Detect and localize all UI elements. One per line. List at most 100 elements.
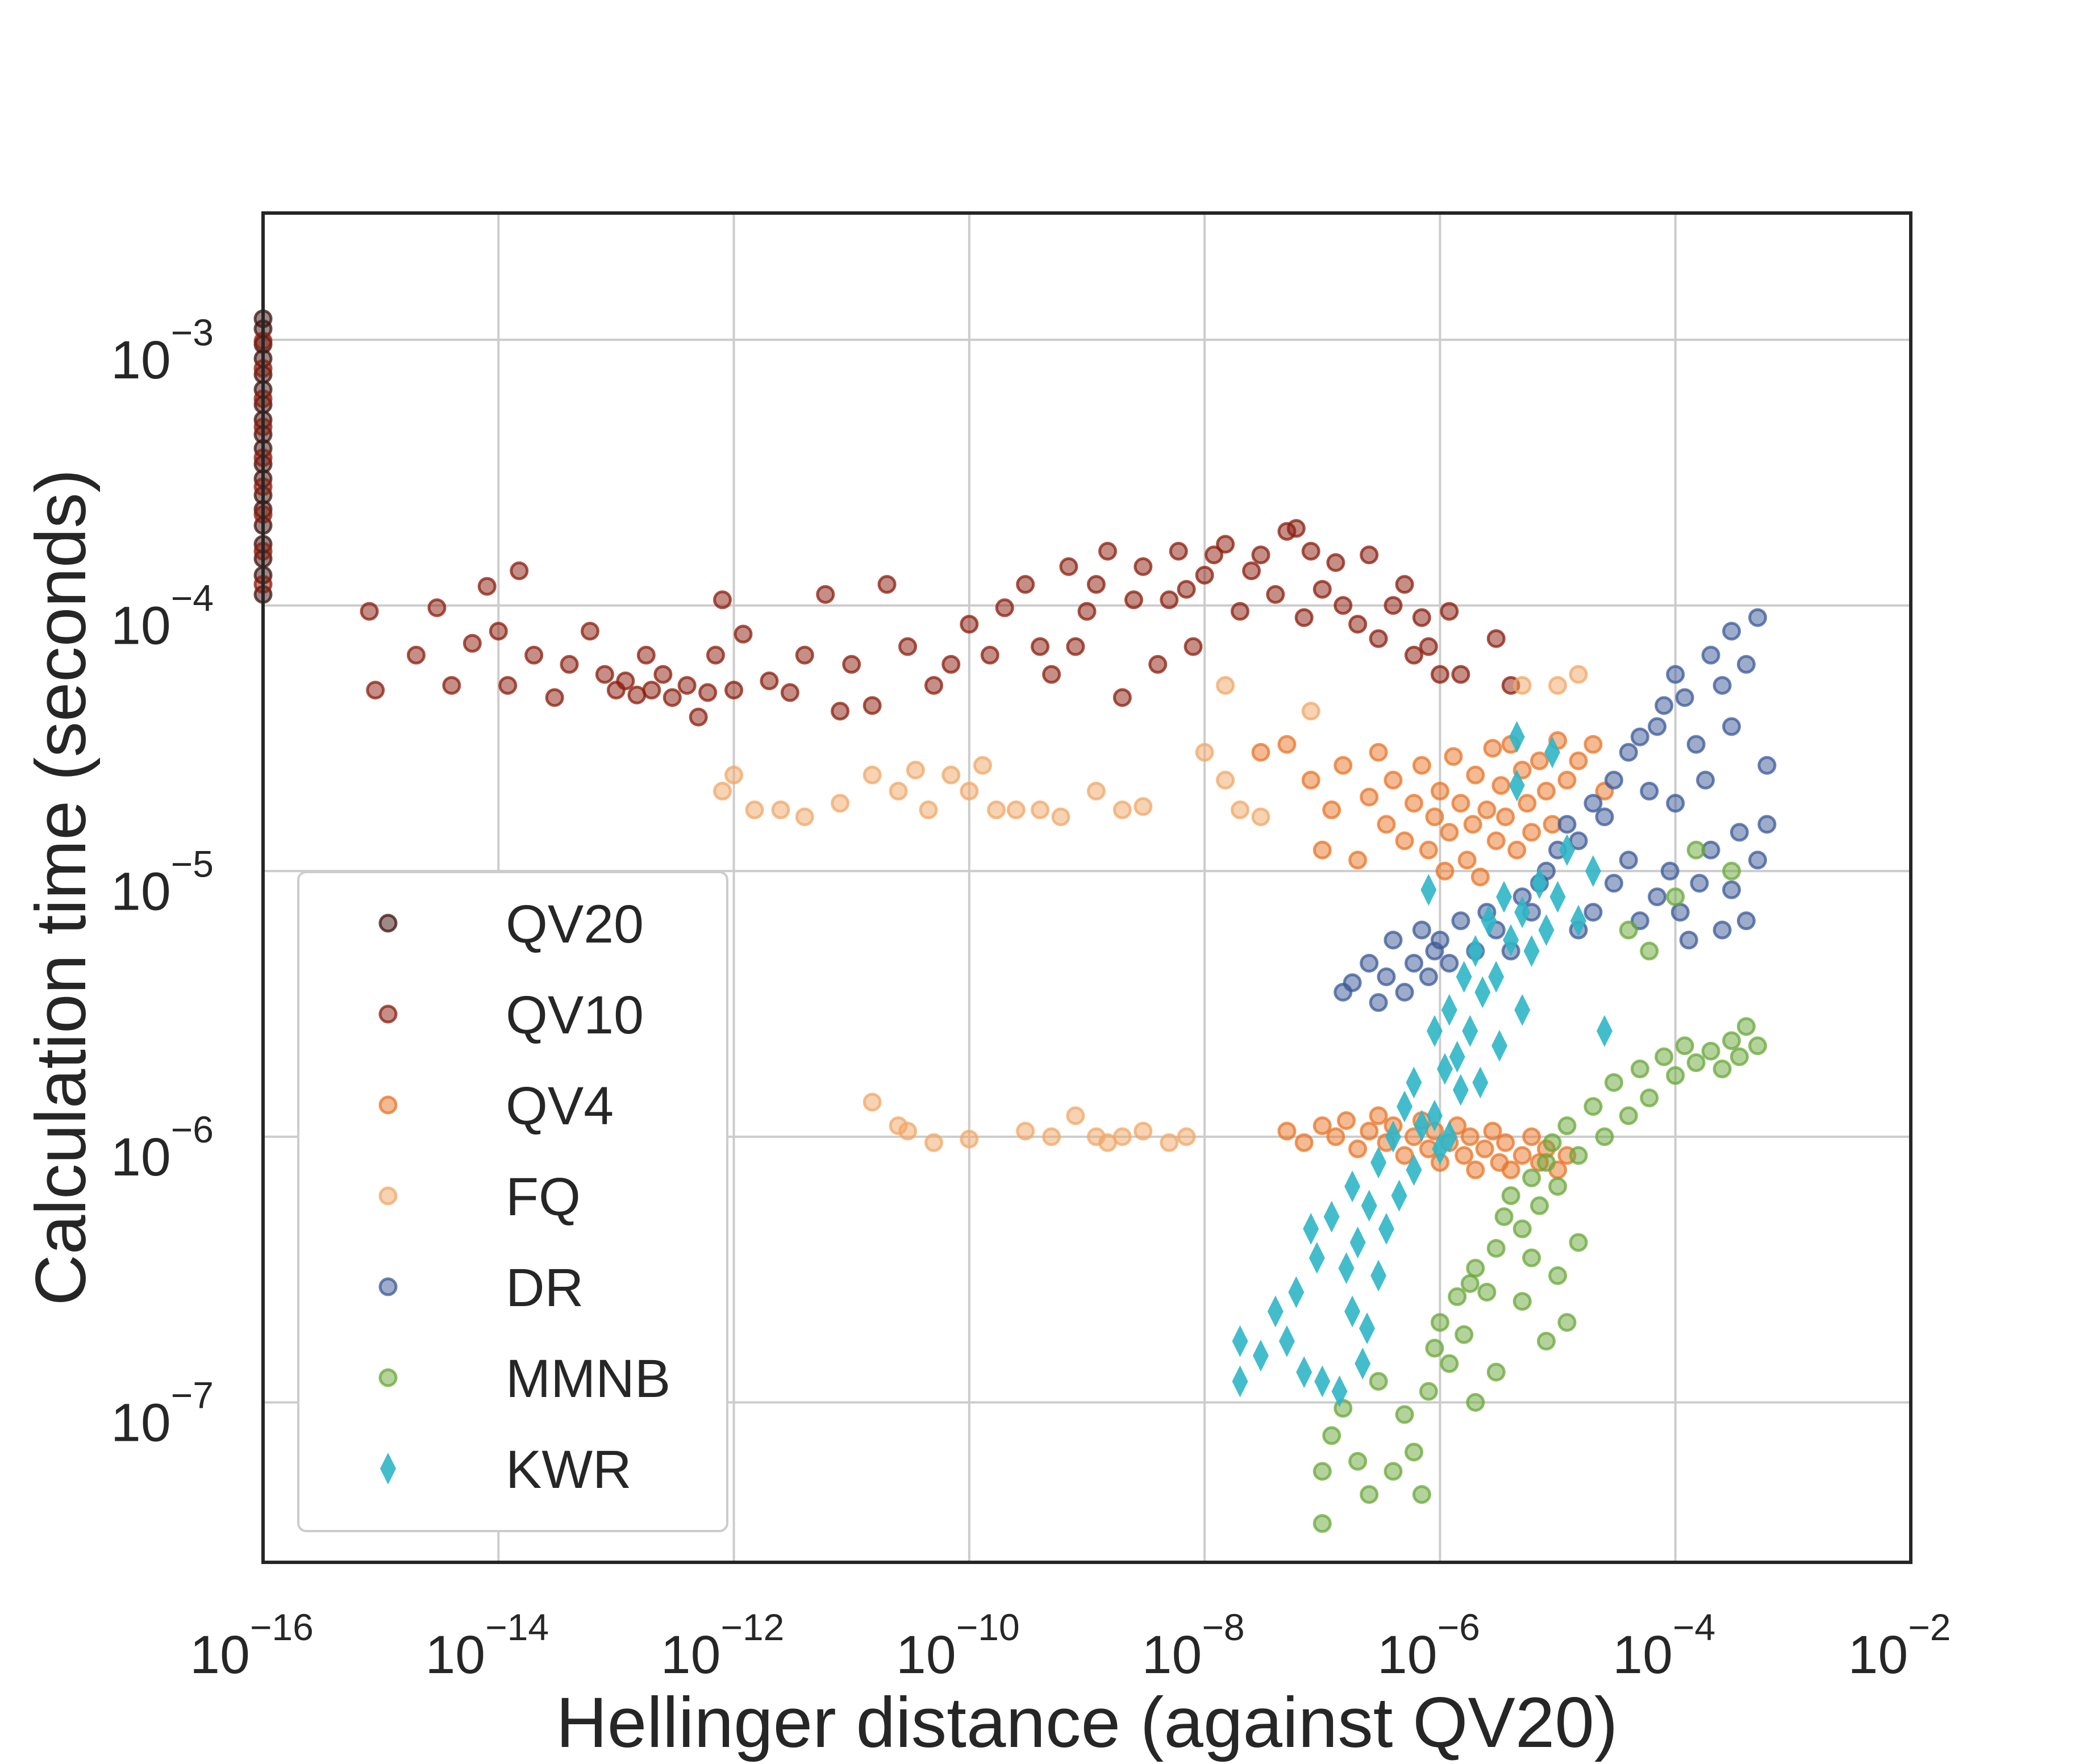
data-point — [1251, 743, 1270, 762]
data-point — [995, 598, 1014, 618]
legend-item-kwr: KWR — [380, 1440, 632, 1500]
data-point — [745, 800, 764, 820]
data-point — [960, 615, 979, 634]
y-axis-title: Calculation time (seconds) — [22, 469, 101, 1306]
data-point — [1441, 1120, 1457, 1153]
data-point — [1557, 1313, 1577, 1332]
data-point — [1440, 602, 1459, 621]
x-axis-title: Hellinger distance (against QV20) — [556, 1683, 1618, 1762]
data-point — [1491, 1029, 1508, 1062]
data-point — [1195, 743, 1214, 762]
data-point — [1348, 615, 1368, 634]
data-point — [1736, 1017, 1756, 1036]
data-point — [1569, 751, 1588, 770]
data-point — [1059, 557, 1078, 576]
data-point — [1455, 1325, 1474, 1344]
data-point — [960, 1129, 979, 1149]
data-point — [1430, 782, 1449, 801]
data-point — [1312, 1514, 1332, 1533]
data-point — [1134, 557, 1153, 576]
data-point — [1481, 904, 1497, 937]
data-point — [1523, 935, 1540, 968]
data-point — [1595, 1127, 1614, 1146]
data-point — [1395, 1405, 1414, 1424]
data-point — [1369, 1106, 1388, 1125]
data-point — [960, 782, 979, 801]
data-point — [862, 765, 882, 785]
data-point — [1460, 1127, 1480, 1146]
data-point — [1660, 861, 1680, 881]
legend-item-qv20: QV20 — [378, 894, 644, 954]
data-point — [1232, 1365, 1248, 1398]
data-point — [1440, 1354, 1459, 1373]
data-point — [1077, 602, 1097, 621]
data-point — [1112, 688, 1132, 707]
data-point — [1360, 545, 1379, 565]
data-point — [1112, 800, 1132, 820]
data-point — [1348, 850, 1368, 870]
data-point — [1730, 1047, 1749, 1066]
legend-item-fq: FQ — [378, 1167, 581, 1227]
data-point — [1488, 961, 1505, 993]
data-point — [1736, 911, 1756, 931]
data-point — [1503, 924, 1519, 956]
data-point — [980, 645, 999, 665]
data-point — [1385, 1120, 1401, 1153]
data-point — [545, 688, 564, 707]
data-point — [1722, 861, 1741, 881]
data-point — [1177, 1127, 1196, 1146]
legend-marker — [378, 1004, 398, 1024]
data-point — [1712, 1060, 1732, 1079]
data-point — [1507, 840, 1527, 860]
data-point — [1536, 1153, 1556, 1172]
data-point — [1251, 545, 1270, 565]
data-point — [1369, 1371, 1388, 1391]
data-point — [1477, 1282, 1497, 1302]
data-point — [1686, 735, 1706, 754]
data-point — [889, 782, 908, 801]
data-point — [1277, 735, 1297, 754]
data-point — [1604, 770, 1623, 790]
data-point — [1337, 1111, 1356, 1131]
data-point — [1522, 1168, 1541, 1187]
data-point — [1216, 535, 1235, 554]
data-points — [253, 309, 1777, 1533]
data-point — [1066, 1106, 1085, 1125]
data-point — [734, 624, 753, 644]
data-point — [1301, 541, 1320, 561]
data-point — [1474, 976, 1491, 1008]
data-point — [1557, 815, 1577, 834]
data-point — [1251, 807, 1270, 827]
data-point — [1467, 935, 1484, 968]
legend-label: QV20 — [506, 894, 644, 954]
data-point — [1630, 727, 1649, 747]
legend-item-dr: DR — [378, 1258, 584, 1318]
data-point — [1569, 1146, 1588, 1165]
data-point — [1557, 1116, 1577, 1136]
data-point — [1666, 794, 1685, 813]
data-point — [1648, 887, 1667, 907]
data-point — [1430, 665, 1449, 684]
legend-marker — [378, 1368, 398, 1387]
data-point — [712, 590, 732, 610]
data-point — [1666, 665, 1685, 684]
data-point — [1426, 1099, 1443, 1132]
data-point — [1522, 823, 1541, 842]
data-point — [1430, 1313, 1449, 1332]
data-point — [1496, 807, 1515, 827]
data-point — [1512, 1219, 1532, 1238]
data-point — [1512, 1146, 1532, 1165]
data-point — [724, 765, 744, 785]
data-point — [1312, 579, 1332, 599]
data-point — [1404, 645, 1423, 665]
data-point — [1359, 1312, 1376, 1345]
data-point — [906, 761, 925, 780]
data-point — [1501, 1160, 1520, 1179]
data-point — [1440, 953, 1459, 973]
legend-label: FQ — [506, 1167, 581, 1227]
legend-marker — [378, 1277, 398, 1296]
data-point — [1451, 665, 1470, 684]
data-point — [1031, 800, 1050, 820]
data-point — [1597, 1015, 1613, 1047]
